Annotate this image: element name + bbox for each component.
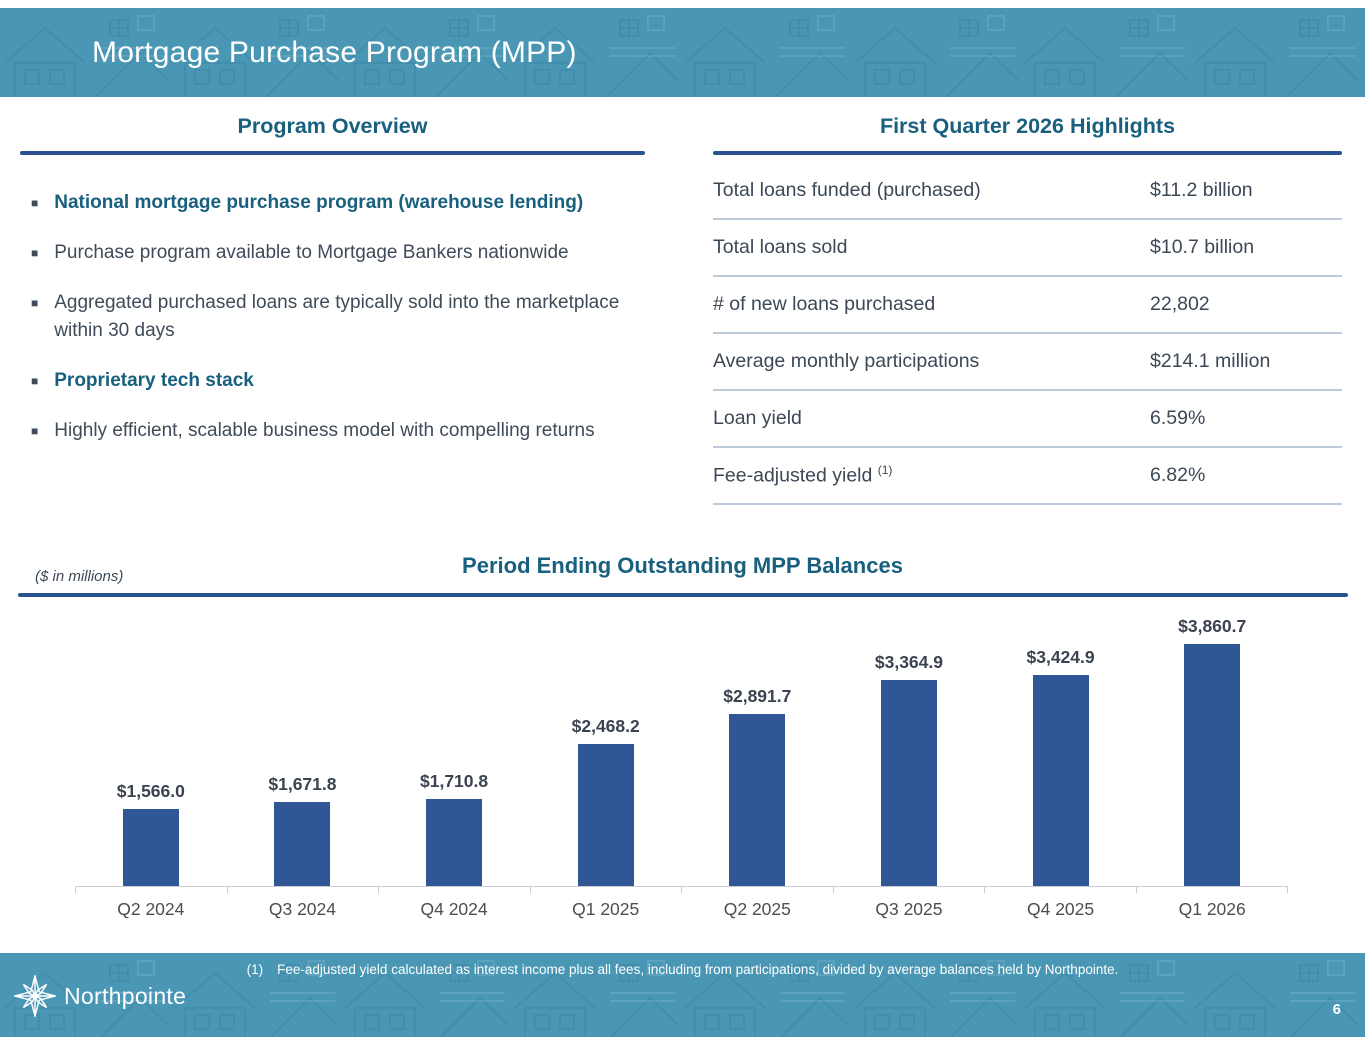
chart-title: Period Ending Outstanding MPP Balances [462,553,903,578]
bar-slot: $1,671.8 [227,774,379,886]
bullet-text: Highly efficient, scalable business mode… [54,420,595,441]
highlights-rule [713,151,1342,155]
bar-value-label: $1,671.8 [268,774,337,794]
bullet-item: ■ Aggregated purchased loans are typical… [31,289,620,345]
bullet-item: ■ Highly efficient, scalable business mo… [31,417,620,445]
bar-value-label: $3,364.9 [874,652,943,672]
x-tick-label: Q3 2025 [875,899,943,919]
bullet-square-icon: ■ [31,246,39,260]
footnote-text: Fee-adjusted yield calculated as interes… [277,962,1119,977]
bullet-text: Proprietary tech stack [54,370,254,391]
x-tick-label: Q4 2024 [420,899,488,919]
bar [274,802,331,886]
bullet-square-icon: ■ [31,196,39,210]
row-label: Total loans sold [713,236,848,258]
header-band: Mortgage Purchase Program (MPP) [0,8,1365,97]
bar-slot: $3,364.9 [833,652,985,886]
x-tick-label: Q2 2025 [723,899,791,919]
bullet-text: Purchase program available to Mortgage B… [54,242,569,263]
bar [729,714,786,886]
page-title: Mortgage Purchase Program (MPP) [92,35,577,69]
bullet-item: ■ Proprietary tech stack [31,367,620,395]
row-label: Total loans funded (purchased) [713,179,981,201]
bar-slot: $1,710.8 [378,771,530,886]
footnote: (1) Fee-adjusted yield calculated as inte… [0,962,1365,977]
compass-rose-icon [14,975,56,1017]
bar-chart: $1,566.0 $1,671.8 $1,710.8 $2,468.2 $2,8… [75,616,1288,886]
bar [1032,675,1089,886]
row-label: Fee-adjusted yield (1) [713,463,893,487]
x-tick-label: Q1 2025 [572,899,640,919]
bar-slot: $2,468.2 [530,716,682,886]
bar-value-label: $3,424.9 [1026,647,1095,667]
bullet-square-icon: ■ [31,424,39,438]
row-value: $214.1 million [1150,350,1271,372]
bar [1184,644,1241,886]
row-label: # of new loans purchased [713,293,936,315]
bar-slot: $3,424.9 [985,647,1137,886]
bar-slot: $1,566.0 [75,781,227,886]
x-tick-label: Q2 2024 [117,899,185,919]
bullet-square-icon: ■ [31,374,39,388]
axis-ticks [75,886,1288,893]
x-tick-label: Q3 2024 [268,899,336,919]
x-tick-label: Q4 2025 [1026,899,1095,919]
bar [426,799,483,886]
program-overview-heading: Program Overview [237,114,428,138]
chart-units-note: ($ in millions) [35,568,124,585]
table-row: Average monthly participations $214.1 mi… [713,334,1342,391]
row-value: 6.59% [1150,407,1206,429]
northpointe-logo: Northpointe [14,975,186,1017]
table-row: Fee-adjusted yield (1) 6.82% [713,448,1342,505]
footer-band: (1) Fee-adjusted yield calculated as inte… [0,953,1365,1037]
bullet-item: ■ National mortgage purchase program (wa… [31,189,620,217]
bar-value-label: $1,566.0 [116,781,185,801]
bar [122,809,179,886]
bar-slot: $3,860.7 [1136,616,1288,886]
table-row: Total loans funded (purchased) $11.2 bil… [713,163,1342,220]
bullet-square-icon: ■ [31,296,39,310]
program-overview-rule [20,151,645,155]
program-overview-section: Program Overview ■ National mortgage pur… [20,114,645,467]
bars-row: $1,566.0 $1,671.8 $1,710.8 $2,468.2 $2,8… [75,586,1288,886]
footnote-marker: (1) [246,962,264,977]
highlights-table: Total loans funded (purchased) $11.2 bil… [713,163,1342,505]
x-tick-label: Q1 2026 [1178,899,1246,919]
bullet-text: National mortgage purchase program (ware… [54,192,584,213]
house-pattern-decoration [0,8,1365,97]
x-axis-labels: Q2 2024 Q3 2024 Q4 2024 Q1 2025 Q2 2025 … [75,899,1288,920]
bullet-item: ■ Purchase program available to Mortgage… [31,239,620,267]
program-overview-bullets: ■ National mortgage purchase program (wa… [20,189,620,445]
chart-title-rule [18,593,1348,597]
row-value: $11.2 billion [1150,179,1253,201]
bar-value-label: $2,891.7 [723,686,792,706]
highlights-section: First Quarter 2026 Highlights Total loan… [713,114,1342,505]
bar-value-label: $2,468.2 [571,716,640,736]
row-label: Loan yield [713,407,802,429]
table-row: Total loans sold $10.7 billion [713,220,1342,277]
page-number: 6 [1332,1001,1341,1018]
highlights-heading: First Quarter 2026 Highlights [879,114,1176,138]
row-label: Average monthly participations [713,350,980,372]
bar-value-label: $3,860.7 [1178,616,1247,636]
bar [577,744,634,886]
bar-slot: $2,891.7 [682,686,834,886]
logo-text: Northpointe [64,982,187,1009]
bar [880,680,937,886]
table-row: # of new loans purchased 22,802 [713,277,1342,334]
row-value: $10.7 billion [1150,236,1255,258]
house-pattern-decoration [0,953,1365,1037]
table-row: Loan yield 6.59% [713,391,1342,448]
bullet-text: Aggregated purchased loans are typically… [54,292,620,341]
footnote-marker: (1) [877,463,893,478]
row-value: 22,802 [1150,293,1210,315]
row-value: 6.82% [1150,464,1206,486]
bar-value-label: $1,710.8 [420,771,489,791]
